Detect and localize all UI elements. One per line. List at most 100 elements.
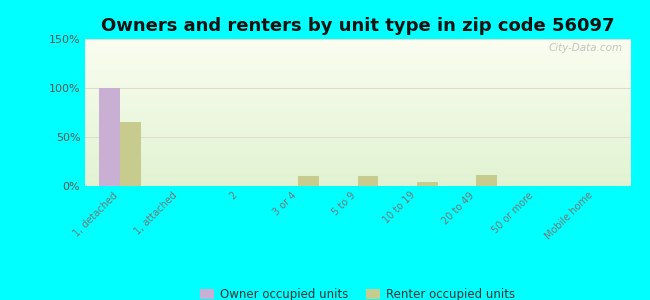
Text: City-Data.com: City-Data.com xyxy=(548,44,622,53)
Bar xyxy=(84,96,630,97)
Bar xyxy=(84,172,630,173)
Bar xyxy=(84,173,630,174)
Bar xyxy=(84,108,630,109)
Bar xyxy=(84,81,630,82)
Bar xyxy=(84,98,630,99)
Bar xyxy=(84,156,630,157)
Bar xyxy=(84,62,630,63)
Bar xyxy=(476,175,497,186)
Bar xyxy=(84,84,630,85)
Bar xyxy=(84,149,630,150)
Bar xyxy=(84,143,630,144)
Bar xyxy=(84,110,630,111)
Bar xyxy=(84,147,630,148)
Bar xyxy=(84,181,630,182)
Bar xyxy=(84,126,630,127)
Bar xyxy=(84,60,630,61)
Bar xyxy=(84,106,630,107)
Bar xyxy=(84,123,630,124)
Bar xyxy=(84,50,630,51)
Bar xyxy=(84,163,630,164)
Bar xyxy=(84,95,630,96)
Bar xyxy=(84,169,630,170)
Bar xyxy=(84,142,630,143)
Bar xyxy=(84,121,630,122)
Bar xyxy=(84,89,630,90)
Bar xyxy=(84,82,630,83)
Bar xyxy=(84,174,630,175)
Bar xyxy=(84,49,630,50)
Bar xyxy=(84,52,630,53)
Bar xyxy=(84,103,630,104)
Bar xyxy=(84,59,630,60)
Bar xyxy=(84,40,630,41)
Bar xyxy=(84,41,630,42)
Bar xyxy=(84,113,630,114)
Bar xyxy=(84,61,630,62)
Bar xyxy=(84,141,630,142)
Bar xyxy=(84,160,630,161)
Bar xyxy=(84,39,630,40)
Bar xyxy=(84,79,630,80)
Bar xyxy=(84,165,630,166)
Bar xyxy=(84,63,630,64)
Bar xyxy=(84,167,630,168)
Bar xyxy=(417,182,437,186)
Bar xyxy=(84,124,630,125)
Bar xyxy=(84,115,630,116)
Bar xyxy=(84,64,630,65)
Bar xyxy=(84,85,630,86)
Bar xyxy=(84,91,630,92)
Bar xyxy=(84,65,630,66)
Bar xyxy=(84,122,630,123)
Bar xyxy=(84,139,630,140)
Bar xyxy=(84,154,630,155)
Bar xyxy=(84,183,630,184)
Bar xyxy=(84,185,630,186)
Bar xyxy=(84,119,630,120)
Bar xyxy=(84,178,630,179)
Bar xyxy=(84,150,630,151)
Bar xyxy=(84,138,630,139)
Bar xyxy=(84,152,630,153)
Bar xyxy=(84,176,630,177)
Bar xyxy=(84,158,630,159)
Bar xyxy=(84,42,630,43)
Bar xyxy=(84,146,630,147)
Bar xyxy=(84,180,630,181)
Bar xyxy=(84,48,630,49)
Bar xyxy=(84,44,630,45)
Bar xyxy=(84,93,630,94)
Bar xyxy=(84,71,630,72)
Bar xyxy=(84,120,630,121)
Bar xyxy=(84,164,630,165)
Bar xyxy=(84,76,630,77)
Bar xyxy=(84,67,630,68)
Bar xyxy=(84,101,630,102)
Bar xyxy=(84,70,630,71)
Bar xyxy=(84,102,630,103)
Bar xyxy=(84,90,630,91)
Bar xyxy=(84,104,630,105)
Legend: Owner occupied units, Renter occupied units: Owner occupied units, Renter occupied un… xyxy=(195,283,520,300)
Bar xyxy=(84,175,630,176)
Bar xyxy=(84,97,630,98)
Bar xyxy=(84,184,630,185)
Bar xyxy=(84,77,630,78)
Bar xyxy=(84,92,630,93)
Bar xyxy=(84,46,630,47)
Bar xyxy=(84,56,630,57)
Bar xyxy=(84,107,630,108)
Title: Owners and renters by unit type in zip code 56097: Owners and renters by unit type in zip c… xyxy=(101,17,614,35)
Bar xyxy=(84,171,630,172)
Bar xyxy=(84,45,630,46)
Bar xyxy=(84,140,630,141)
Bar xyxy=(84,155,630,156)
Bar xyxy=(84,72,630,73)
Bar xyxy=(84,157,630,158)
Bar xyxy=(84,112,630,113)
Bar xyxy=(84,130,630,131)
Bar xyxy=(84,100,630,101)
Bar xyxy=(84,118,630,119)
Bar xyxy=(84,82,630,83)
